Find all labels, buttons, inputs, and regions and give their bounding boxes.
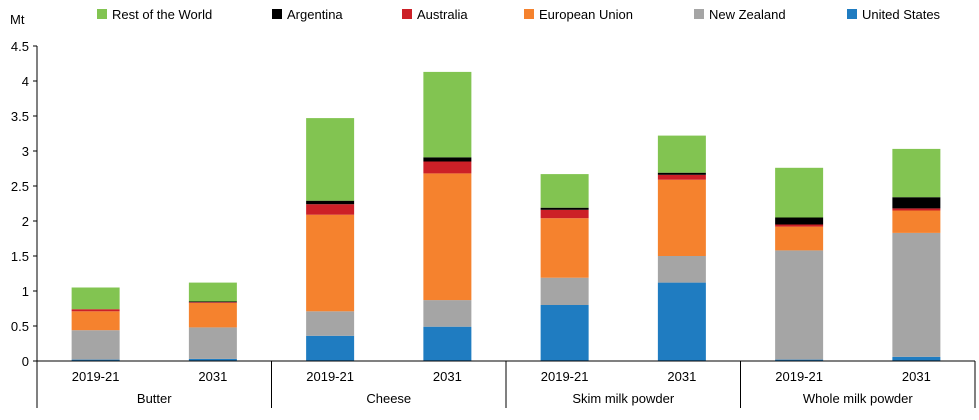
legend: Rest of the World Argentina Australia Europ… bbox=[97, 7, 941, 22]
legend-label-australia: Australia bbox=[417, 7, 468, 22]
bar-segment-australia bbox=[71, 309, 120, 312]
bar-segment-united-states bbox=[306, 335, 355, 361]
bar-segment-australia bbox=[306, 204, 355, 215]
x-category-label: 2031 bbox=[902, 369, 931, 384]
bar-segment-argentina bbox=[892, 197, 941, 209]
y-tick-label: 1.5 bbox=[11, 249, 29, 264]
x-group-label: Cheese bbox=[366, 391, 411, 406]
legend-swatch-united-states bbox=[847, 9, 857, 19]
bar-segment-argentina bbox=[540, 207, 589, 210]
legend-label-new-zealand: New Zealand bbox=[709, 7, 786, 22]
bar-segment-new-zealand bbox=[892, 232, 941, 357]
bar-segment-rest-of-the-world bbox=[71, 287, 120, 310]
bar-segment-united-states bbox=[71, 359, 120, 361]
x-category-label: 2019-21 bbox=[72, 369, 120, 384]
legend-swatch-european-union bbox=[524, 9, 534, 19]
bar-segment-rest-of-the-world bbox=[540, 174, 589, 208]
bar-segment-australia bbox=[423, 161, 472, 174]
bar-segment-european-union bbox=[188, 302, 237, 328]
legend-swatch-new-zealand bbox=[694, 9, 704, 19]
legend-swatch-rest-of-the-world bbox=[97, 9, 107, 19]
x-category-label: 2019-21 bbox=[541, 369, 589, 384]
bar-segment-australia bbox=[657, 174, 706, 180]
y-tick-label: 1 bbox=[22, 284, 29, 299]
bar-segment-rest-of-the-world bbox=[306, 118, 355, 201]
bar-segment-argentina bbox=[775, 217, 824, 225]
x-category-label: 2031 bbox=[667, 369, 696, 384]
x-group-label: Skim milk powder bbox=[572, 391, 675, 406]
legend-label-rest-of-the-world: Rest of the World bbox=[112, 7, 212, 22]
bar-segment-united-states bbox=[423, 326, 472, 361]
legend-label-european-union: European Union bbox=[539, 7, 633, 22]
bar-segment-european-union bbox=[540, 218, 589, 278]
bar-segment-australia bbox=[892, 208, 941, 211]
bar-segment-european-union bbox=[775, 226, 824, 251]
x-category-label: 2019-21 bbox=[306, 369, 354, 384]
x-category-label: 2031 bbox=[198, 369, 227, 384]
bar-segment-european-union bbox=[306, 214, 355, 312]
bar-segment-argentina bbox=[188, 301, 237, 303]
legend-label-united-states: United States bbox=[862, 7, 941, 22]
bar-segment-united-states bbox=[775, 359, 824, 361]
bar-segment-australia bbox=[775, 224, 824, 227]
y-axis-unit-label: Mt bbox=[10, 12, 25, 27]
y-tick-label: 0.5 bbox=[11, 319, 29, 334]
bar-segment-new-zealand bbox=[306, 311, 355, 336]
bar-segment-argentina bbox=[306, 200, 355, 205]
bar-segment-european-union bbox=[657, 179, 706, 256]
bar-segment-united-states bbox=[188, 358, 237, 361]
y-tick-label: 2.5 bbox=[11, 179, 29, 194]
y-tick-label: 3 bbox=[22, 144, 29, 159]
bar-segment-argentina bbox=[423, 157, 472, 162]
bar-segment-rest-of-the-world bbox=[423, 71, 472, 158]
y-tick-label: 2 bbox=[22, 214, 29, 229]
bar-segment-new-zealand bbox=[657, 256, 706, 283]
bar-segment-rest-of-the-world bbox=[892, 148, 941, 198]
bar-segment-australia bbox=[540, 209, 589, 219]
bar-segment-australia bbox=[188, 302, 237, 303]
bar-segment-united-states bbox=[540, 305, 589, 361]
bar-segment-rest-of-the-world bbox=[657, 135, 706, 173]
y-tick-label: 3.5 bbox=[11, 109, 29, 124]
y-tick-label: 0 bbox=[22, 354, 29, 369]
bar-segment-european-union bbox=[71, 311, 120, 331]
x-category-label: 2031 bbox=[433, 369, 462, 384]
bar-segment-new-zealand bbox=[188, 327, 237, 359]
legend-swatch-argentina bbox=[272, 9, 282, 19]
x-axis: 2019-21 2031 Butter 2019-21 2031 Cheese 2019-2… bbox=[36, 360, 976, 408]
x-group-label: Butter bbox=[137, 391, 172, 406]
bar-segment-united-states bbox=[892, 356, 941, 361]
legend-swatch-australia bbox=[402, 9, 412, 19]
y-tick-label: 4 bbox=[22, 74, 29, 89]
y-axis: 0 0.5 1 1.5 2 2.5 3 3.5 4 4.5 bbox=[11, 39, 38, 369]
y-tick-label: 4.5 bbox=[11, 39, 29, 54]
x-group-label: Whole milk powder bbox=[803, 391, 913, 406]
bar-segment-european-union bbox=[892, 210, 941, 233]
bar-segment-new-zealand bbox=[423, 300, 472, 327]
x-category-label: 2019-21 bbox=[775, 369, 823, 384]
bar-segment-rest-of-the-world bbox=[775, 167, 824, 218]
bar-segment-argentina bbox=[657, 172, 706, 175]
bar-segment-european-union bbox=[423, 173, 472, 301]
bars bbox=[71, 71, 941, 361]
bar-segment-new-zealand bbox=[775, 250, 824, 360]
bar-segment-united-states bbox=[657, 282, 706, 361]
bar-segment-rest-of-the-world bbox=[188, 282, 237, 302]
legend-label-argentina: Argentina bbox=[287, 7, 343, 22]
bar-segment-new-zealand bbox=[540, 277, 589, 305]
bar-segment-new-zealand bbox=[71, 330, 120, 360]
